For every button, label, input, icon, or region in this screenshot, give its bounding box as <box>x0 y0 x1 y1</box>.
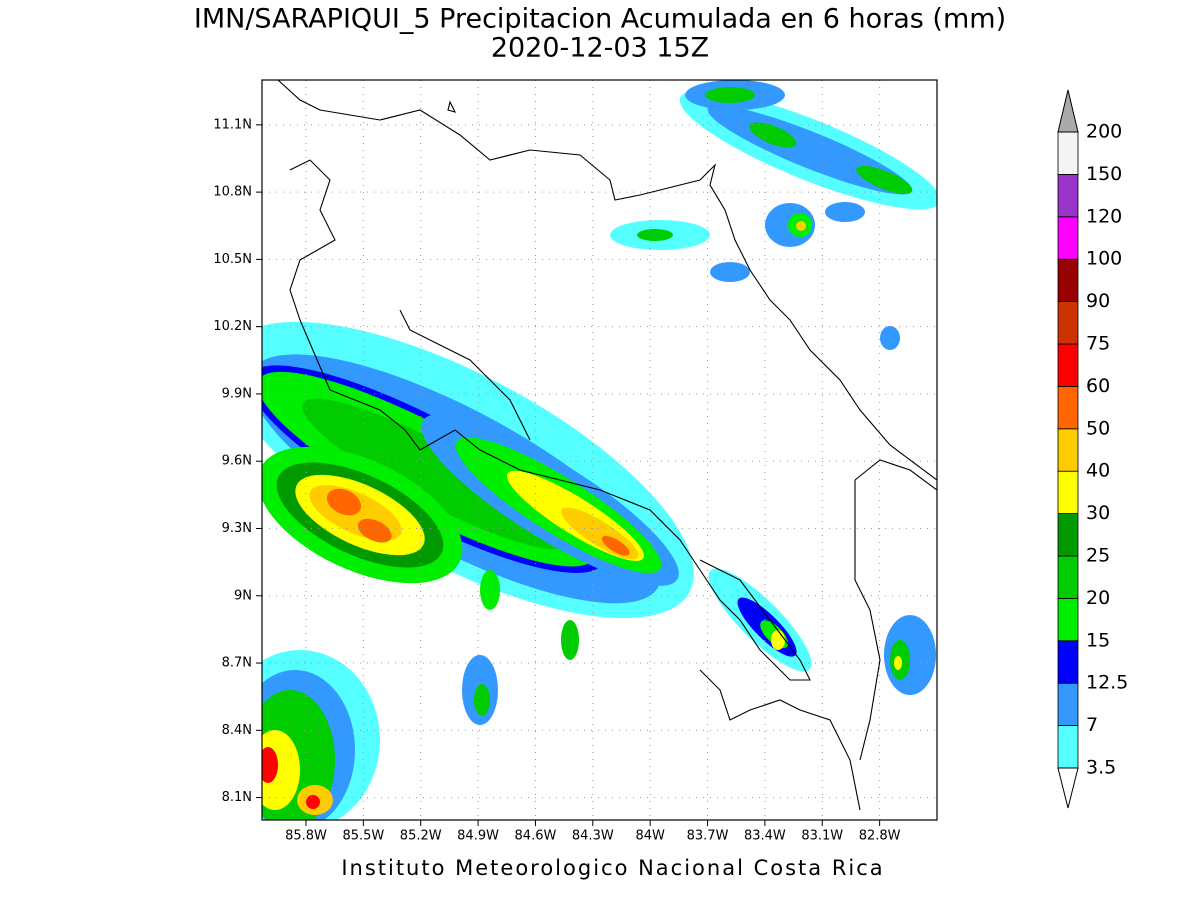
colorbar-label: 15 <box>1086 629 1110 651</box>
y-tick-label: 11.1N <box>213 117 252 132</box>
colorbar-box <box>1057 640 1079 684</box>
colorbar: 3.5 7 12.5 15 20 25 30 40 50 60 75 90 100 120 150 200 <box>1057 89 1128 809</box>
colorbar-box <box>1057 343 1079 387</box>
colorbar-box <box>1057 428 1079 472</box>
precip-field <box>262 80 937 820</box>
x-tick-label: 85.8W <box>285 829 327 844</box>
colorbar-box <box>1057 513 1079 557</box>
coastlines <box>277 80 937 811</box>
colorbar-label: 60 <box>1086 375 1110 397</box>
y-tick-label: 9.6N <box>222 454 252 469</box>
y-tick-label: 10.8N <box>213 185 252 200</box>
x-tick-label: 84W <box>635 829 665 844</box>
colorbar-label: 40 <box>1086 460 1110 482</box>
colorbar-label: 90 <box>1086 290 1110 312</box>
colorbar-box <box>1057 216 1079 260</box>
x-tick-label: 84.3W <box>572 829 614 844</box>
y-tick-label: 8.4N <box>222 723 252 738</box>
x-tick-label: 83.1W <box>801 829 843 844</box>
colorbar-label: 7 <box>1086 714 1098 736</box>
colorbar-box <box>1057 598 1079 642</box>
subtitle: 2020-12-03 15Z <box>491 33 709 64</box>
y-tick-label: 10.5N <box>213 252 252 267</box>
x-tick-label: 84.9W <box>457 829 499 844</box>
colorbar-box <box>1057 555 1079 599</box>
colorbar-box <box>1057 131 1079 175</box>
colorbar-label: 20 <box>1086 587 1110 609</box>
colorbar-box <box>1057 385 1079 430</box>
footer: Instituto Meteorologico Nacional Costa R… <box>341 856 884 880</box>
colorbar-box <box>1057 682 1079 727</box>
colorbar-label: 25 <box>1086 545 1110 567</box>
colorbar-box <box>1057 301 1079 345</box>
colorbar-under <box>1057 767 1079 809</box>
colorbar-label: 30 <box>1086 502 1110 524</box>
colorbar-label: 150 <box>1086 163 1122 185</box>
x-tick-label: 85.2W <box>400 829 442 844</box>
x-tick-label: 85.5W <box>342 829 384 844</box>
colorbar-label: 75 <box>1086 333 1110 355</box>
y-tick-label: 9.9N <box>222 386 252 401</box>
x-tick-label: 83.7W <box>687 829 729 844</box>
colorbar-label: 3.5 <box>1086 757 1116 779</box>
colorbar-over <box>1057 89 1079 133</box>
y-tick-label: 8.7N <box>222 656 252 671</box>
map-frame <box>261 79 938 821</box>
colorbar-label: 50 <box>1086 417 1110 439</box>
grid <box>262 80 937 820</box>
colorbar-label: 12.5 <box>1086 672 1128 694</box>
colorbar-label: 100 <box>1086 248 1122 270</box>
colorbar-label: 200 <box>1086 121 1122 143</box>
colorbar-box <box>1057 258 1079 303</box>
title: IMN/SARAPIQUI_5 Precipitacion Acumulada … <box>194 4 1006 35</box>
ticks: 85.8W 85.5W 85.2W 84.9W 84.6W 84.3W 84W 83.7W 83… <box>213 117 900 843</box>
y-tick-label: 10.2N <box>213 319 252 334</box>
x-tick-label: 83.4W <box>744 829 786 844</box>
y-tick-label: 9.3N <box>222 521 252 536</box>
y-tick-label: 9N <box>234 588 252 603</box>
colorbar-box <box>1057 725 1079 769</box>
y-tick-label: 8.1N <box>222 790 252 805</box>
colorbar-box <box>1057 173 1079 218</box>
colorbar-box <box>1057 470 1079 515</box>
colorbar-label: 120 <box>1086 205 1122 227</box>
x-tick-label: 84.6W <box>515 829 557 844</box>
x-tick-label: 82.8W <box>859 829 901 844</box>
